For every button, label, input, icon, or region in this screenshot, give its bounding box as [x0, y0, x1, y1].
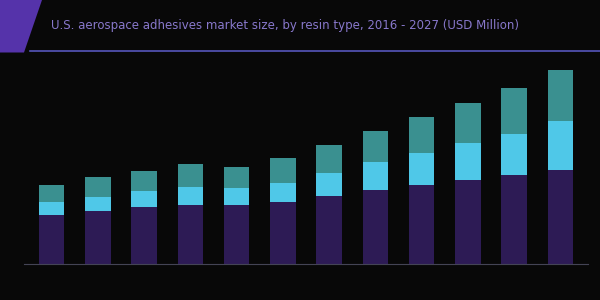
Bar: [362, 162, 388, 190]
Bar: [224, 188, 250, 206]
Bar: [548, 122, 573, 170]
Bar: [39, 202, 64, 215]
Polygon shape: [0, 0, 42, 52]
Bar: [316, 173, 342, 196]
Bar: [178, 164, 203, 187]
Bar: [224, 206, 250, 264]
Bar: [131, 191, 157, 207]
Text: U.S. aerospace adhesives market size, by resin type, 2016 - 2027 (USD Million): U.S. aerospace adhesives market size, by…: [51, 19, 519, 32]
Bar: [85, 197, 110, 211]
Bar: [409, 117, 434, 153]
Bar: [409, 153, 434, 185]
Bar: [502, 88, 527, 134]
Bar: [502, 175, 527, 264]
Bar: [178, 187, 203, 205]
Bar: [39, 215, 64, 264]
Bar: [270, 158, 296, 183]
Bar: [455, 143, 481, 180]
Bar: [316, 196, 342, 264]
Bar: [362, 190, 388, 264]
Bar: [85, 211, 110, 264]
Bar: [548, 169, 573, 264]
Bar: [270, 202, 296, 264]
Bar: [548, 70, 573, 122]
Bar: [178, 205, 203, 264]
Bar: [362, 131, 388, 162]
Bar: [39, 185, 64, 202]
Bar: [270, 183, 296, 202]
Bar: [131, 207, 157, 264]
Bar: [224, 167, 250, 188]
Bar: [502, 134, 527, 175]
Bar: [409, 185, 434, 264]
Bar: [455, 103, 481, 143]
Bar: [131, 171, 157, 191]
Bar: [455, 180, 481, 264]
Bar: [316, 145, 342, 173]
Bar: [85, 177, 110, 197]
